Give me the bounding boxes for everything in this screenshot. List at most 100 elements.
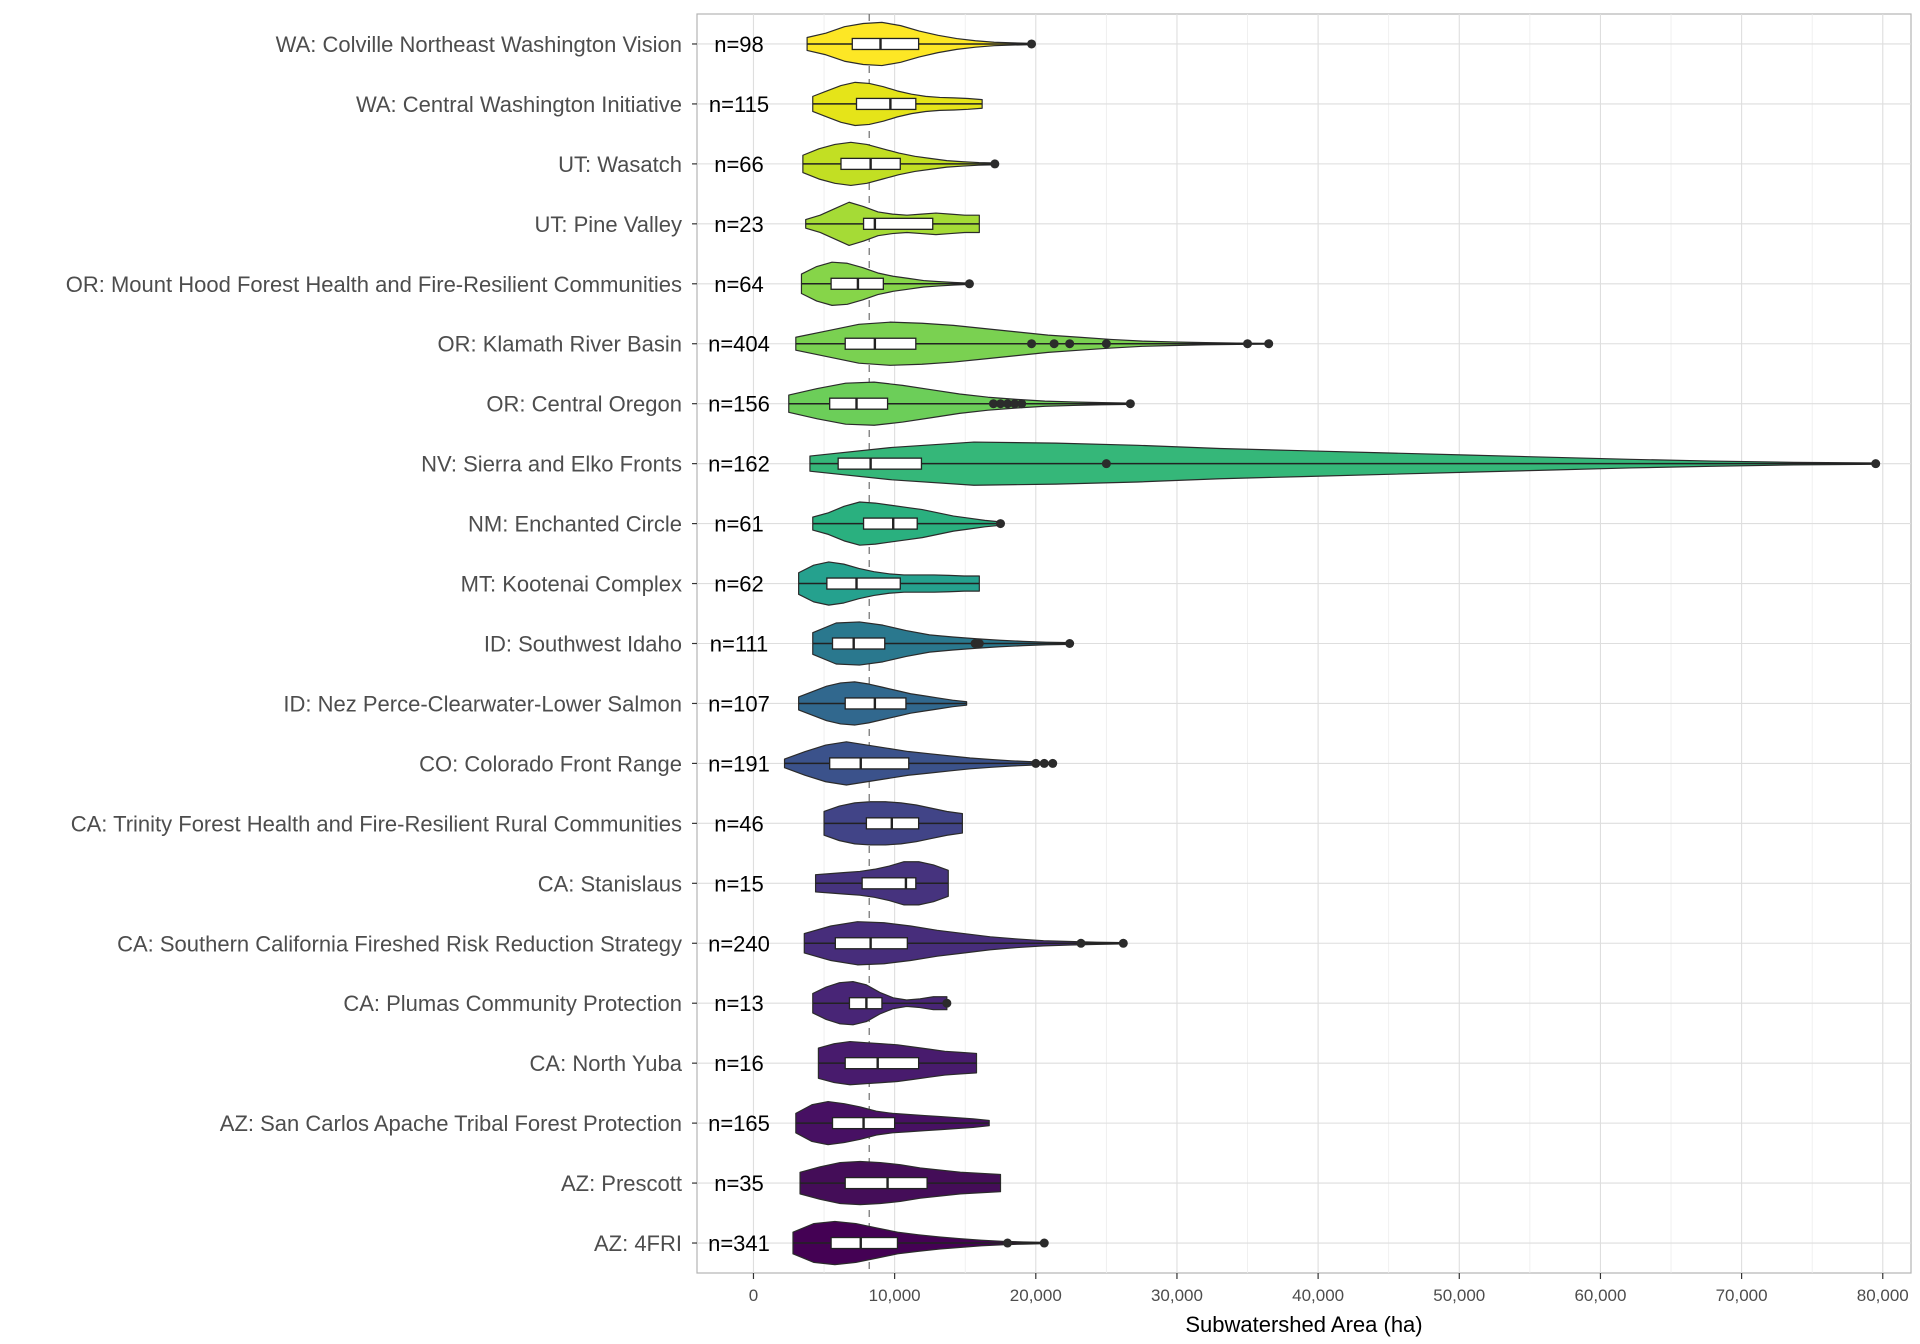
outlier-point [974,639,984,648]
violin-group: NM: Enchanted Circle n=61 [468,501,1005,546]
box [844,337,917,350]
outlier-point [1125,399,1135,409]
outlier-point [1027,39,1037,49]
violin-group: UT: Pine Valley n=23 [534,201,980,247]
x-tick-label: 40,000 [1292,1286,1344,1305]
outlier-point [1031,758,1041,768]
outlier-point [988,399,998,409]
violin-group: ID: Southwest Idaho n=111 [484,621,1075,666]
category-label: ID: Nez Perce-Clearwater-Lower Salmon [283,691,682,716]
category-label: AZ: 4FRI [594,1231,682,1256]
category-label: ID: Southwest Idaho [484,632,682,657]
violin-group: NV: Sierra and Elko Fronts n=162 [421,441,1881,486]
x-tick-label: 50,000 [1433,1286,1485,1305]
n-count-label: n=191 [708,751,770,776]
violin-group: CA: Plumas Community Protection n=13 [343,981,952,1026]
outlier-point [996,519,1005,529]
n-count-label: n=46 [714,811,764,836]
outlier-point [1048,758,1058,768]
n-count-label: n=23 [714,212,764,237]
x-axis-title: Subwatershed Area (ha) [1185,1312,1422,1337]
box [851,37,920,51]
box [830,1236,899,1250]
outlier-point [942,998,952,1008]
violin-group: MT: Kootenai Complex n=62 [461,561,980,606]
n-count-label: n=162 [708,452,770,477]
outlier-point [1010,399,1020,409]
outlier-point [1101,459,1111,469]
violin-group: OR: Mount Hood Forest Health and Fire-Re… [66,261,974,306]
category-label: MT: Kootenai Complex [461,572,682,597]
outlier-point [1017,399,1027,409]
violin-group: WA: Central Washington Initiative n=115 [356,81,983,127]
n-count-label: n=111 [710,632,769,657]
outlier-point [1003,1238,1013,1248]
category-label: CA: Trinity Forest Health and Fire-Resil… [71,811,682,836]
n-count-label: n=240 [708,931,770,956]
outlier-point [1049,339,1059,349]
outlier-point [996,399,1005,409]
n-count-label: n=165 [708,1111,770,1136]
violin-group: OR: Central Oregon n=156 [486,381,1135,426]
x-tick-label: 0 [749,1286,758,1305]
box [837,457,923,470]
outlier-point [990,159,1000,169]
box [861,877,917,890]
box [855,97,917,111]
box [829,757,910,770]
x-tick-label: 20,000 [1010,1286,1062,1305]
n-count-label: n=35 [714,1171,764,1196]
category-label: CA: Plumas Community Protection [343,991,682,1016]
category-label: WA: Central Washington Initiative [356,92,682,117]
outlier-point [1065,639,1075,648]
category-label: CA: North Yuba [530,1051,683,1076]
n-count-label: n=16 [714,1051,764,1076]
box [829,397,889,410]
violin-group: CO: Colorado Front Range n=191 [419,741,1058,786]
n-count-label: n=13 [714,991,764,1016]
n-count-label: n=115 [709,92,769,117]
x-tick-label: 30,000 [1151,1286,1203,1305]
x-tick-label: 60,000 [1574,1286,1626,1305]
n-count-label: n=156 [708,392,770,417]
category-label: OR: Central Oregon [486,392,682,417]
n-count-label: n=107 [708,691,770,716]
violin-group: WA: Colville Northeast Washington Vision… [276,21,1037,67]
violin-group: OR: Klamath River Basin n=404 [437,321,1274,366]
x-axis: 0 10,000 20,000 30,000 40,000 50,000 60,000 70,… [749,1273,1909,1305]
n-count-label: n=62 [714,572,764,597]
box [862,517,918,530]
category-label: CO: Colorado Front Range [419,751,682,776]
outlier-point [1243,339,1253,349]
category-label: UT: Wasatch [558,152,682,177]
category-label: NV: Sierra and Elko Fronts [421,452,682,477]
n-count-label: n=341 [708,1231,770,1256]
violin-group: CA: North Yuba n=16 [530,1040,978,1086]
category-label: AZ: Prescott [561,1171,682,1196]
violin-group: UT: Wasatch n=66 [558,141,1000,187]
outlier-point [964,279,974,289]
n-count-label: n=15 [714,871,764,896]
violin-group: CA: Trinity Forest Health and Fire-Resil… [71,801,963,846]
category-label: AZ: San Carlos Apache Tribal Forest Prot… [220,1111,682,1136]
outlier-point [1264,339,1274,349]
n-count-label: n=98 [714,32,764,57]
n-count-label: n=61 [714,512,764,537]
violin-group: AZ: San Carlos Apache Tribal Forest Prot… [220,1100,990,1146]
category-label: NM: Enchanted Circle [468,512,682,537]
outlier-point [1065,339,1075,349]
box [831,637,886,650]
category-label: UT: Pine Valley [534,212,682,237]
violin-group: AZ: Prescott n=35 [561,1160,1002,1206]
n-count-label: n=404 [708,332,770,357]
violin-group: AZ: 4FRI n=341 [594,1220,1049,1266]
n-count-label: n=66 [714,152,764,177]
box [826,577,901,590]
x-tick-label: 10,000 [869,1286,921,1305]
violin-group: CA: Southern California Fireshed Risk Re… [117,921,1128,966]
x-tick-label: 80,000 [1857,1286,1909,1305]
violin-rows: WA: Colville Northeast Washington Vision… [66,21,1881,1266]
violin-group: ID: Nez Perce-Clearwater-Lower Salmon n=1… [283,681,968,726]
outlier-point [1076,938,1086,948]
